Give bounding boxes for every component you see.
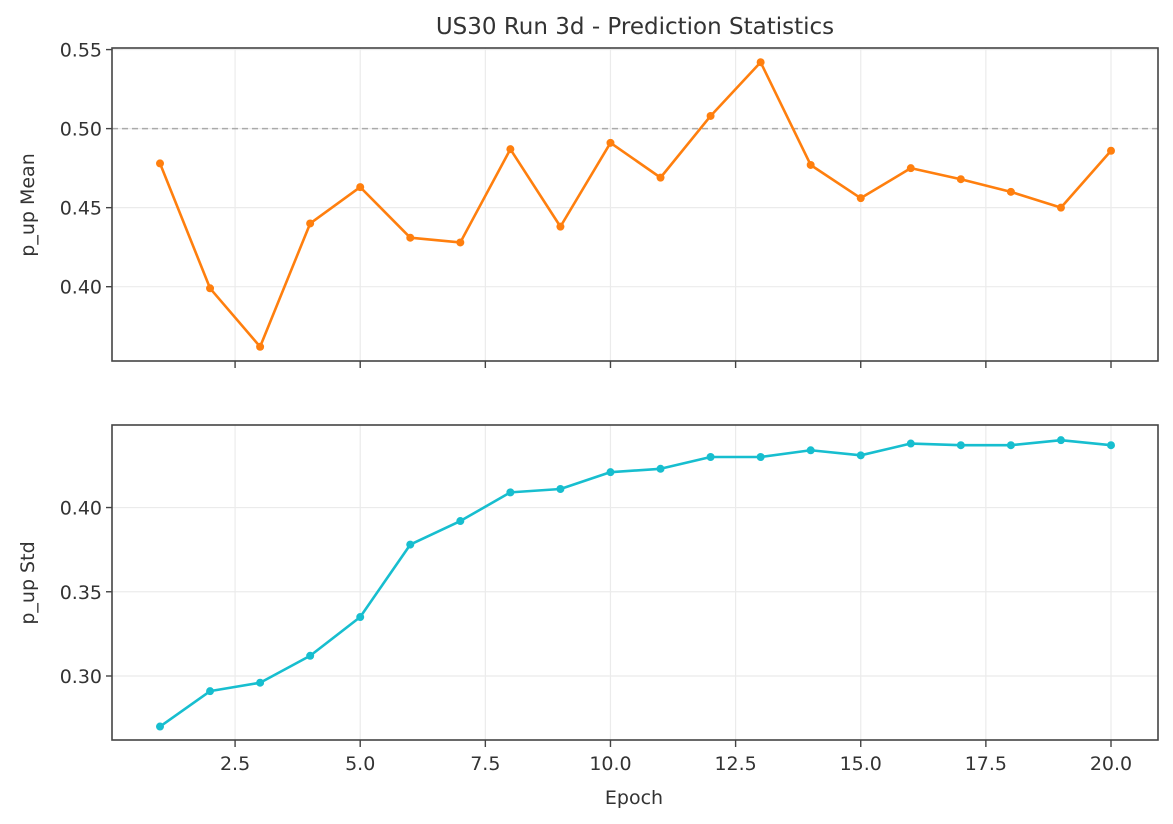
data-point bbox=[756, 58, 765, 67]
data-point bbox=[256, 342, 265, 351]
data-point bbox=[1107, 441, 1115, 450]
top-y-ticks: 0.40 0.45 0.50 0.55 bbox=[60, 40, 112, 299]
y-tick-label: 0.40 bbox=[60, 277, 102, 299]
x-tick-label: 20.0 bbox=[1090, 753, 1132, 775]
bottom-x-ticks: 2.5 5.0 7.5 10.0 12.5 15.0 17.5 20.0 bbox=[220, 740, 1132, 775]
data-point bbox=[956, 175, 965, 184]
bottom-panel-p-up-std: 0.30 0.35 0.40 2.5 5.0 7.5 10.0 12.5 15.0 17.5 20… bbox=[17, 424, 1159, 809]
data-point bbox=[456, 238, 465, 247]
bottom-y-axis-label: p_up Std bbox=[17, 541, 39, 624]
top-y-axis-label: p_up Mean bbox=[17, 153, 39, 256]
y-tick-label: 0.40 bbox=[60, 498, 102, 520]
y-tick-label: 0.45 bbox=[60, 198, 102, 220]
bottom-grid bbox=[112, 425, 1158, 740]
x-tick-label: 7.5 bbox=[470, 753, 500, 775]
data-point bbox=[356, 613, 365, 622]
data-point bbox=[156, 722, 164, 731]
data-point bbox=[556, 222, 565, 231]
data-point bbox=[956, 441, 965, 450]
data-point bbox=[706, 111, 715, 120]
top-grid bbox=[112, 48, 1158, 361]
data-point bbox=[406, 540, 415, 549]
data-point bbox=[656, 173, 665, 182]
data-point bbox=[506, 145, 515, 154]
std-series bbox=[156, 436, 1115, 731]
y-tick-label: 0.35 bbox=[60, 582, 102, 604]
bottom-axes-frame bbox=[111, 424, 1159, 741]
data-point bbox=[1006, 441, 1015, 450]
bottom-y-ticks: 0.30 0.35 0.40 bbox=[60, 498, 112, 688]
data-point bbox=[1056, 436, 1065, 445]
data-point bbox=[506, 488, 515, 497]
y-tick-label: 0.30 bbox=[60, 666, 102, 688]
data-point bbox=[356, 183, 365, 192]
x-axis-label: Epoch bbox=[605, 787, 663, 809]
top-panel-p-up-mean: 0.40 0.45 0.50 0.55 p_up Mean bbox=[17, 40, 1159, 368]
data-point bbox=[656, 464, 665, 473]
data-point bbox=[206, 284, 215, 293]
data-point bbox=[306, 219, 315, 228]
y-tick-label: 0.55 bbox=[60, 40, 102, 62]
data-point bbox=[556, 485, 565, 494]
data-point bbox=[306, 651, 315, 660]
data-point bbox=[856, 451, 865, 460]
data-point bbox=[756, 453, 765, 462]
data-point bbox=[406, 233, 415, 242]
data-point bbox=[806, 446, 815, 455]
x-tick-label: 10.0 bbox=[589, 753, 631, 775]
x-tick-label: 5.0 bbox=[345, 753, 375, 775]
data-point bbox=[206, 687, 215, 696]
mean-series bbox=[156, 58, 1115, 351]
x-tick-label: 17.5 bbox=[965, 753, 1007, 775]
data-point bbox=[456, 517, 465, 526]
top-axes-frame bbox=[111, 47, 1159, 362]
data-point bbox=[806, 160, 815, 169]
data-point bbox=[606, 138, 615, 147]
data-point bbox=[256, 678, 265, 687]
x-tick-label: 15.0 bbox=[840, 753, 882, 775]
data-point bbox=[156, 159, 164, 168]
x-tick-label: 2.5 bbox=[220, 753, 250, 775]
chart-title: US30 Run 3d - Prediction Statistics bbox=[436, 14, 834, 40]
data-point bbox=[1006, 187, 1015, 196]
top-x-ticks bbox=[234, 361, 1112, 368]
data-point bbox=[1107, 146, 1115, 155]
data-point bbox=[856, 194, 865, 203]
data-point bbox=[606, 468, 615, 477]
x-tick-label: 12.5 bbox=[714, 753, 756, 775]
data-point bbox=[1056, 203, 1065, 212]
y-tick-label: 0.50 bbox=[60, 119, 102, 141]
data-point bbox=[906, 439, 915, 448]
data-point bbox=[906, 164, 915, 173]
data-point bbox=[706, 453, 715, 462]
